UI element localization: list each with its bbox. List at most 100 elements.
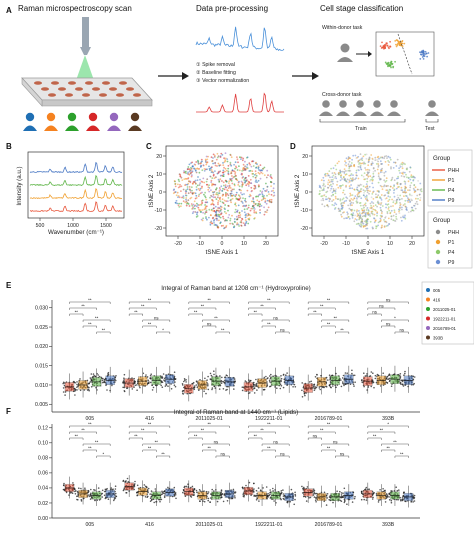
tsne-point bbox=[216, 217, 218, 220]
data-point bbox=[160, 498, 163, 501]
tsne-point bbox=[384, 170, 387, 173]
data-point bbox=[143, 484, 146, 486]
tsne-point bbox=[414, 190, 416, 193]
data-point bbox=[90, 495, 92, 497]
tsne-point bbox=[245, 222, 247, 225]
tsne-point bbox=[240, 173, 243, 176]
tsne-point bbox=[399, 206, 401, 209]
tsne-point bbox=[348, 167, 351, 170]
data-point bbox=[185, 485, 188, 488]
legend-donor-swatch bbox=[426, 316, 430, 321]
tsne-point bbox=[244, 160, 246, 163]
significance-mark: ** bbox=[380, 428, 384, 433]
data-point bbox=[101, 489, 104, 492]
significance-bracket bbox=[69, 437, 84, 440]
train-person-icon bbox=[373, 100, 381, 108]
tsne-point bbox=[362, 185, 365, 188]
cluster-point bbox=[390, 62, 393, 65]
tsne-point bbox=[224, 219, 226, 222]
data-point bbox=[267, 492, 269, 495]
tsne-point bbox=[390, 205, 392, 208]
tsne-point bbox=[191, 170, 194, 173]
significance-bracket bbox=[215, 331, 230, 334]
tsne-point bbox=[340, 203, 342, 206]
tsne-point bbox=[381, 185, 383, 188]
data-point bbox=[399, 373, 402, 375]
significance-bracket bbox=[307, 425, 350, 428]
tsne-point bbox=[398, 198, 401, 201]
data-point bbox=[361, 379, 363, 381]
tsne-point bbox=[195, 186, 198, 188]
tsne-point bbox=[270, 185, 272, 188]
tsne-point bbox=[365, 183, 368, 186]
xtick-label: -20 bbox=[174, 241, 182, 247]
data-point bbox=[327, 379, 329, 381]
tsne-point bbox=[246, 189, 249, 192]
data-point bbox=[114, 485, 117, 488]
cluster-point bbox=[424, 53, 426, 56]
tsne-point bbox=[355, 177, 357, 180]
tsne-point bbox=[347, 163, 350, 166]
data-point bbox=[195, 489, 198, 492]
tsne-point bbox=[200, 164, 203, 167]
tsne-point bbox=[398, 167, 400, 170]
tsne-point bbox=[359, 204, 362, 207]
scan-title: Raman microspectroscopy scan bbox=[18, 4, 132, 13]
tsne-point bbox=[223, 199, 226, 202]
tsne-point bbox=[174, 185, 177, 188]
data-point bbox=[163, 379, 165, 381]
data-point bbox=[84, 487, 86, 490]
data-point bbox=[315, 501, 317, 503]
tsne-point bbox=[328, 184, 331, 187]
tsne-point bbox=[214, 223, 217, 226]
significance-bracket bbox=[142, 449, 157, 452]
tsne-point bbox=[213, 154, 216, 157]
tsne-point bbox=[192, 182, 194, 185]
tsne-point bbox=[241, 185, 244, 188]
tsne-point bbox=[372, 172, 375, 175]
tsne-point bbox=[210, 181, 213, 184]
significance-mark: ns bbox=[273, 316, 278, 321]
tsne-point bbox=[268, 200, 271, 203]
data-point bbox=[376, 373, 379, 376]
legend-dots-title: Group bbox=[433, 217, 451, 224]
data-point bbox=[404, 370, 406, 373]
cluster-point bbox=[420, 51, 423, 53]
tsne-point bbox=[398, 210, 400, 213]
significance-mark: ns bbox=[273, 440, 278, 445]
tsne-point bbox=[380, 197, 382, 200]
data-point bbox=[163, 377, 166, 380]
tsne-point bbox=[343, 217, 345, 220]
tsne-point bbox=[373, 213, 376, 216]
data-point bbox=[279, 387, 282, 390]
tsne-point bbox=[265, 176, 268, 179]
tsne-point bbox=[348, 180, 351, 183]
tsne-point bbox=[179, 175, 182, 178]
tsne-point bbox=[188, 186, 191, 188]
tsne-point bbox=[372, 202, 375, 205]
tsne-point bbox=[328, 170, 331, 173]
tsne-point bbox=[219, 209, 222, 212]
tsne-point bbox=[230, 164, 233, 167]
data-point bbox=[93, 489, 95, 491]
tsne-point bbox=[383, 157, 385, 160]
tsne-point bbox=[259, 169, 262, 172]
tsne-point bbox=[230, 172, 233, 175]
data-point bbox=[398, 489, 400, 491]
significance-mark: ** bbox=[88, 322, 92, 327]
data-point bbox=[255, 385, 257, 388]
tsne-point bbox=[259, 190, 262, 192]
tsne-point bbox=[337, 186, 340, 189]
tsne-point bbox=[332, 188, 335, 190]
tsne-point bbox=[185, 204, 188, 207]
tsne-point bbox=[371, 193, 374, 195]
tsne-point bbox=[401, 161, 404, 164]
tsne-point bbox=[387, 224, 389, 227]
data-point bbox=[147, 487, 150, 490]
tsne-point bbox=[210, 179, 213, 182]
tsne-point bbox=[209, 221, 212, 224]
significance-bracket bbox=[69, 425, 111, 428]
tsne-point bbox=[393, 192, 395, 194]
data-point bbox=[207, 497, 210, 500]
ytick-label: 0.030 bbox=[35, 306, 48, 312]
